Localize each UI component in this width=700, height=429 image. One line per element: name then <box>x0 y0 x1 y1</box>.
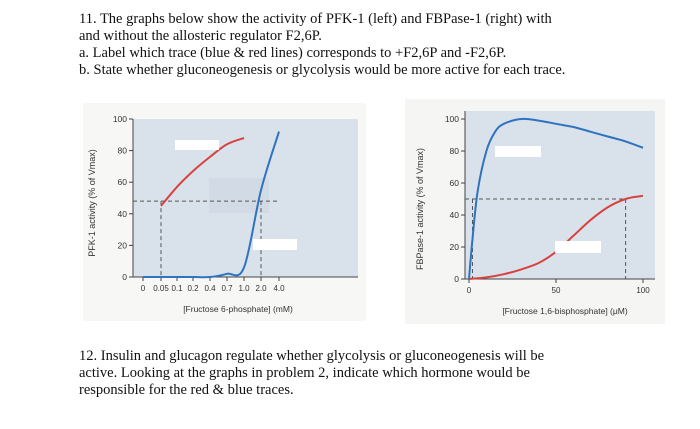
y-tick-label: 20 <box>118 240 128 250</box>
x-tick-label: 0.1 <box>171 284 183 293</box>
question-12-line-2: active. Looking at the graphs in problem… <box>79 365 530 381</box>
y-tick-label: 0 <box>122 272 127 282</box>
fbpase1-chart: FBPase-1 activity (% of Vmax) [Fructose … <box>405 99 665 324</box>
question-11-line-2: and without the allosteric regulator F2,… <box>79 28 322 44</box>
x-tick-label: 0 <box>467 286 472 295</box>
y-tick-label: 40 <box>450 210 460 220</box>
x-tick-label: 0.7 <box>221 284 233 293</box>
question-12-line-1: 12. Insulin and glucagon regulate whethe… <box>79 348 545 364</box>
question-11-item-a: a. Label which trace (blue & red lines) … <box>79 45 507 61</box>
pfk1-graph-photo: PFK-1 activity (% of Vmax) [Fructose 6-p… <box>83 103 366 321</box>
dashed-guides <box>465 198 627 279</box>
x-tick-label: 4.0 <box>273 284 285 293</box>
x-tick-label: 100 <box>636 286 650 295</box>
x-tick-label: 2.0 <box>255 284 267 293</box>
x-axis-label: [Fructose 1,6-bisphosphate] (μM) <box>502 306 628 316</box>
question-11: 11. The graphs below show the activity o… <box>79 11 679 79</box>
question-11-line-1: 11. The graphs below show the activity o… <box>79 11 552 27</box>
blue-trace <box>143 131 280 279</box>
x-tick-label: 0.2 <box>187 284 199 293</box>
label-blank-upper <box>175 140 219 150</box>
question-12: 12. Insulin and glucagon regulate whethe… <box>79 348 639 399</box>
pfk1-chart: PFK-1 activity (% of Vmax) [Fructose 6-p… <box>83 103 366 321</box>
y-tick-label: 0 <box>454 274 459 284</box>
y-tick-label: 60 <box>118 177 128 187</box>
question-11-item-b: b. State whether gluconeogenesis or glyc… <box>79 62 566 78</box>
x-ticks: 0 50 100 <box>467 279 650 295</box>
y-tick-label: 80 <box>450 146 460 156</box>
y-ticks: 0 20 40 60 80 100 <box>445 114 465 284</box>
x-tick-label: 0.05 <box>153 284 169 293</box>
x-tick-label: 50 <box>552 286 561 295</box>
x-axis-label: [Fructose 6-phosphate] (mM) <box>183 304 293 314</box>
fbpase1-graph-photo: FBPase-1 activity (% of Vmax) [Fructose … <box>405 99 665 324</box>
y-axis-label: PFK-1 activity (% of Vmax) <box>87 149 97 257</box>
y-tick-label: 100 <box>113 114 127 124</box>
label-blank-lower <box>253 239 297 250</box>
label-blank-lower <box>555 241 601 253</box>
y-tick-label: 80 <box>118 146 128 156</box>
label-blank-upper <box>495 146 541 157</box>
x-tick-label: 0 <box>141 284 146 293</box>
y-tick-label: 20 <box>450 242 460 252</box>
y-tick-label: 60 <box>450 178 460 188</box>
x-tick-label: 0.4 <box>204 284 216 293</box>
red-trace <box>160 137 245 207</box>
x-tick-label: 1.0 <box>238 284 250 293</box>
y-ticks: 0 20 40 60 80 100 <box>113 114 133 282</box>
x-ticks: 0 0.05 0.1 0.2 0.4 0.7 1.0 2.0 4.0 <box>141 277 285 293</box>
y-tick-label: 40 <box>118 209 128 219</box>
blue-trace <box>468 117 644 280</box>
question-12-line-3: responsible for the red & blue traces. <box>79 382 294 398</box>
y-axis-label: FBPase-1 activity (% of Vmax) <box>415 148 425 270</box>
y-tick-label: 100 <box>445 114 459 124</box>
